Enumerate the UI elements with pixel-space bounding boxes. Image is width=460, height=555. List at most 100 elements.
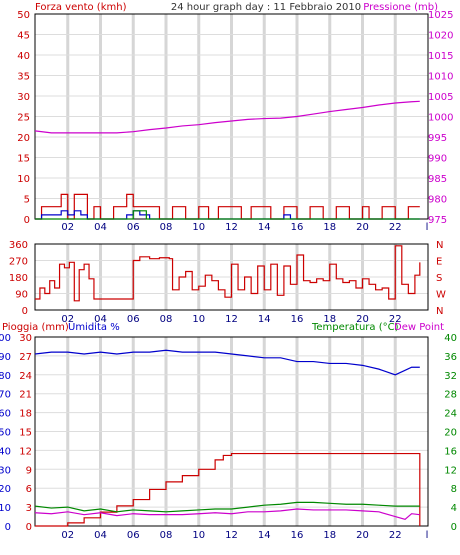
- direction-x-tick: 14: [258, 314, 271, 325]
- wind-x-tick: 12: [225, 222, 238, 233]
- wind-x-tick: 04: [94, 222, 107, 233]
- wind-axis-label: Forza vento (kmh): [35, 2, 127, 13]
- dewpoint-axis-label: Dew Point: [394, 322, 444, 333]
- wind-y-tick: 30: [17, 92, 30, 103]
- humidity-y-tick: 0: [5, 522, 11, 533]
- pressure-y-tick: 990: [428, 154, 447, 165]
- wind-y-tick: 20: [17, 133, 30, 144]
- direction-compass-tick: N: [436, 306, 443, 317]
- humidity-y-tick: 50: [0, 428, 11, 439]
- temperature-y-tick: 8: [451, 484, 457, 495]
- direction-compass-tick: S: [436, 273, 442, 284]
- temperature-y-tick: 4: [451, 503, 457, 514]
- wind-x-tick: 08: [160, 222, 173, 233]
- rain-x-end-label: l: [426, 530, 429, 541]
- wind-y-tick: 35: [17, 72, 30, 83]
- wind-line-media-vento: [35, 210, 420, 220]
- temperature-axis-label: Temperatura (°C): [311, 322, 399, 333]
- pressure-line: [34, 100, 420, 134]
- direction-x-tick: 04: [94, 314, 107, 325]
- rain-x-tick: 16: [291, 530, 304, 541]
- pressure-y-tick: 995: [428, 133, 447, 144]
- humidity-y-tick: 100: [0, 333, 11, 344]
- humidity-y-tick: 10: [0, 503, 11, 514]
- direction-x-tick: 12: [225, 314, 238, 325]
- pressure-y-tick: 1025: [428, 10, 453, 21]
- pressure-y-tick: 1020: [428, 31, 453, 42]
- wind-x-tick: 10: [192, 222, 205, 233]
- rain-x-tick: 22: [389, 530, 402, 541]
- rain-y-tick: 24: [19, 371, 32, 382]
- direction-compass-tick: N: [436, 240, 443, 251]
- wind-x-tick: 14: [258, 222, 271, 233]
- direction-y-tick: 0: [22, 306, 28, 317]
- wind-y-tick: 0: [24, 215, 30, 226]
- direction-frame: [34, 243, 429, 311]
- direction-y-tick: 360: [9, 240, 28, 251]
- direction-x-tick: 18: [323, 314, 336, 325]
- rain-x-tick: 06: [127, 530, 140, 541]
- rain-y-tick: 18: [19, 409, 32, 420]
- rain-frame: [34, 336, 429, 527]
- wind-x-end-label: l: [426, 222, 429, 233]
- humidity-y-tick: 70: [0, 390, 11, 401]
- rain-x-tick: 02: [61, 530, 74, 541]
- pressure-y-tick: 1015: [428, 51, 453, 62]
- rain-y-tick: 21: [19, 390, 32, 401]
- direction-x-tick: 02: [61, 314, 74, 325]
- temperature-y-tick: 32: [444, 371, 457, 382]
- temperature-y-tick: 16: [444, 446, 457, 457]
- humidity-y-tick: 40: [0, 446, 11, 457]
- wind-y-tick: 45: [17, 31, 30, 42]
- temperature-y-tick: 12: [444, 465, 457, 476]
- rain-y-tick: 27: [19, 352, 32, 363]
- pioggia-line: [35, 452, 421, 527]
- humidity-y-tick: 80: [0, 371, 11, 382]
- pressure-y-tick: 1010: [428, 72, 453, 83]
- direction-x-tick: 20: [356, 314, 369, 325]
- direction-y-tick: 180: [9, 273, 28, 284]
- direction-y-tick: 270: [9, 257, 28, 268]
- humidity-y-tick: 60: [0, 409, 11, 420]
- rain-x-tick: 08: [160, 530, 173, 541]
- direction-x-tick: 22: [389, 314, 402, 325]
- temperatura-line: [34, 501, 420, 513]
- rain-x-tick: 12: [225, 530, 238, 541]
- direction-x-tick: 08: [160, 314, 173, 325]
- direction-y-tick: 90: [15, 290, 28, 301]
- wind-y-tick: 40: [17, 51, 30, 62]
- wind-pressure-panel: 0510152025303540455097598098599099510001…: [17, 10, 453, 233]
- pressure-y-tick: 980: [428, 195, 447, 206]
- wind-x-tick: 18: [323, 222, 336, 233]
- direction-compass-tick: W: [436, 290, 446, 301]
- pressure-y-tick: 1000: [428, 113, 453, 124]
- wind-y-tick: 50: [17, 10, 30, 21]
- umidita-line: [34, 349, 420, 376]
- humidity-y-tick: 30: [0, 465, 11, 476]
- dew-point-line: [34, 508, 420, 521]
- pressure-axis-label: Pressione (mb): [363, 2, 438, 13]
- rain-y-tick: 9: [26, 465, 32, 476]
- rain-y-tick: 0: [26, 522, 32, 533]
- temperature-y-tick: 28: [444, 390, 457, 401]
- temperature-y-tick: 0: [451, 522, 457, 533]
- wind-y-tick: 15: [17, 154, 30, 165]
- direction-x-tick: 16: [291, 314, 304, 325]
- rain-x-tick: 10: [192, 530, 205, 541]
- pressure-y-tick: 985: [428, 174, 447, 185]
- rain-y-tick: 12: [19, 446, 32, 457]
- wind-y-tick: 10: [17, 174, 30, 185]
- direction-compass-tick: E: [436, 257, 442, 268]
- pressure-y-tick: 1005: [428, 92, 453, 103]
- rain-x-tick: 14: [258, 530, 271, 541]
- humidity-y-tick: 90: [0, 352, 11, 363]
- rain-y-tick: 3: [26, 503, 32, 514]
- direction-x-tick: 06: [127, 314, 140, 325]
- humidity-axis-label: Umidita %: [68, 322, 120, 333]
- pressure-y-tick: 975: [428, 215, 447, 226]
- temperature-y-tick: 20: [444, 428, 457, 439]
- wind-x-tick: 20: [356, 222, 369, 233]
- wind-x-tick: 06: [127, 222, 140, 233]
